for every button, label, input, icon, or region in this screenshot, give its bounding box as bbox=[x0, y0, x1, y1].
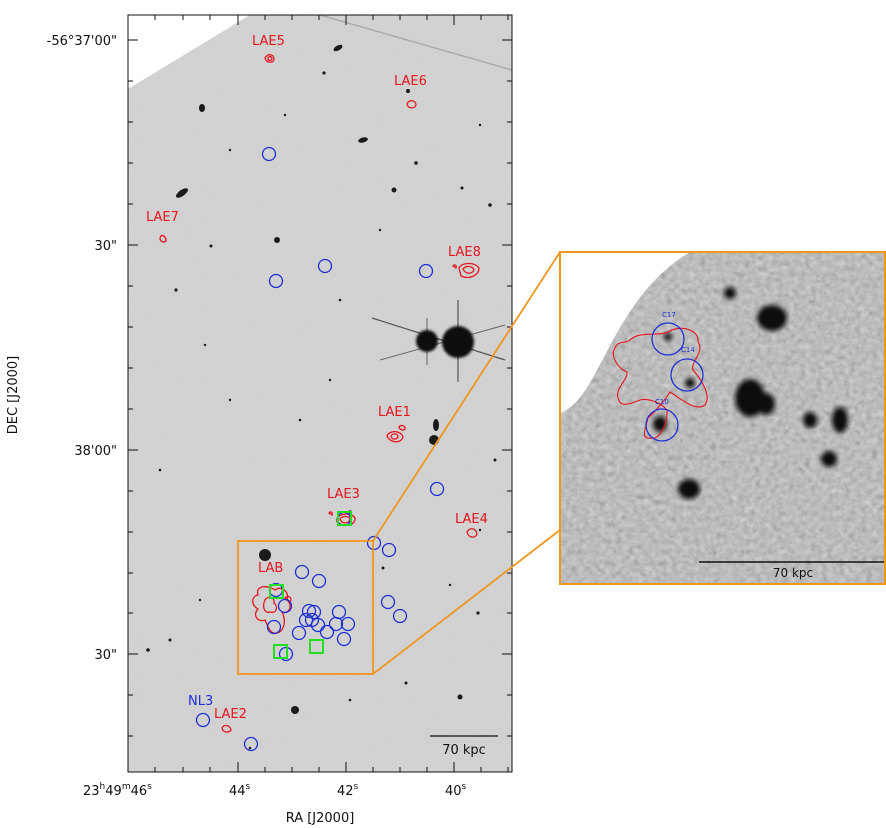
label-lae5: LAE5 bbox=[252, 34, 285, 49]
y-tick-label-1: 30" bbox=[94, 239, 117, 254]
label-lae6: LAE6 bbox=[394, 74, 427, 89]
main-panel: 23h49m46s 44s 42s 40s -56°37'00" 30" 38'… bbox=[6, 14, 513, 826]
ticks bbox=[127, 15, 512, 772]
green-squares bbox=[269, 511, 352, 659]
lya-contours bbox=[159, 54, 480, 733]
inset-sources bbox=[653, 287, 848, 499]
main-scale-bar-label: 70 kpc bbox=[442, 743, 486, 758]
label-lae8: LAE8 bbox=[448, 245, 481, 260]
x-tick-label-3: 40s bbox=[445, 782, 467, 799]
label-c17: C17 bbox=[662, 311, 676, 319]
member-circles bbox=[195, 146, 445, 752]
y-axis-title: DEC [J2000] bbox=[6, 356, 21, 435]
inset-frame bbox=[559, 251, 886, 585]
y-tick-label-2: 38'00" bbox=[74, 444, 117, 459]
inset-panel: C17 C14 C10 70 kpc bbox=[559, 251, 886, 585]
x-tick-label-0: 23h49m46s bbox=[83, 782, 152, 799]
y-tick-labels: -56°37'00" 30" 38'00" 30" bbox=[47, 34, 117, 663]
inset-scale-bar: 70 kpc bbox=[699, 561, 886, 580]
x-tick-labels: 23h49m46s 44s 42s 40s bbox=[83, 782, 467, 799]
label-lab: LAB bbox=[258, 561, 283, 576]
y-tick-label-0: -56°37'00" bbox=[47, 34, 117, 49]
y-tick-label-3: 30" bbox=[94, 648, 117, 663]
main-scale-bar: 70 kpc bbox=[430, 735, 498, 758]
label-lae7: LAE7 bbox=[146, 210, 179, 225]
label-lae1: LAE1 bbox=[378, 405, 411, 420]
main-frame bbox=[127, 14, 513, 773]
label-nl3: NL3 bbox=[188, 694, 213, 709]
label-lae2: LAE2 bbox=[214, 707, 247, 722]
x-tick-label-1: 44s bbox=[229, 782, 251, 799]
label-c14: C14 bbox=[681, 346, 695, 354]
label-c10: C10 bbox=[655, 398, 669, 406]
inset-scale-bar-label: 70 kpc bbox=[773, 566, 813, 580]
x-tick-label-2: 42s bbox=[337, 782, 359, 799]
x-axis-title: RA [J2000] bbox=[286, 811, 355, 826]
sky-image bbox=[128, 15, 512, 772]
inset-image bbox=[560, 252, 886, 585]
inset-circles bbox=[645, 322, 704, 442]
sources bbox=[146, 44, 497, 750]
zoom-connectors bbox=[372, 251, 561, 675]
zoom-box bbox=[237, 540, 374, 675]
label-lae4: LAE4 bbox=[455, 512, 488, 527]
inset-contours bbox=[612, 327, 708, 439]
label-lae3: LAE3 bbox=[327, 487, 360, 502]
bright-star bbox=[371, 300, 506, 382]
